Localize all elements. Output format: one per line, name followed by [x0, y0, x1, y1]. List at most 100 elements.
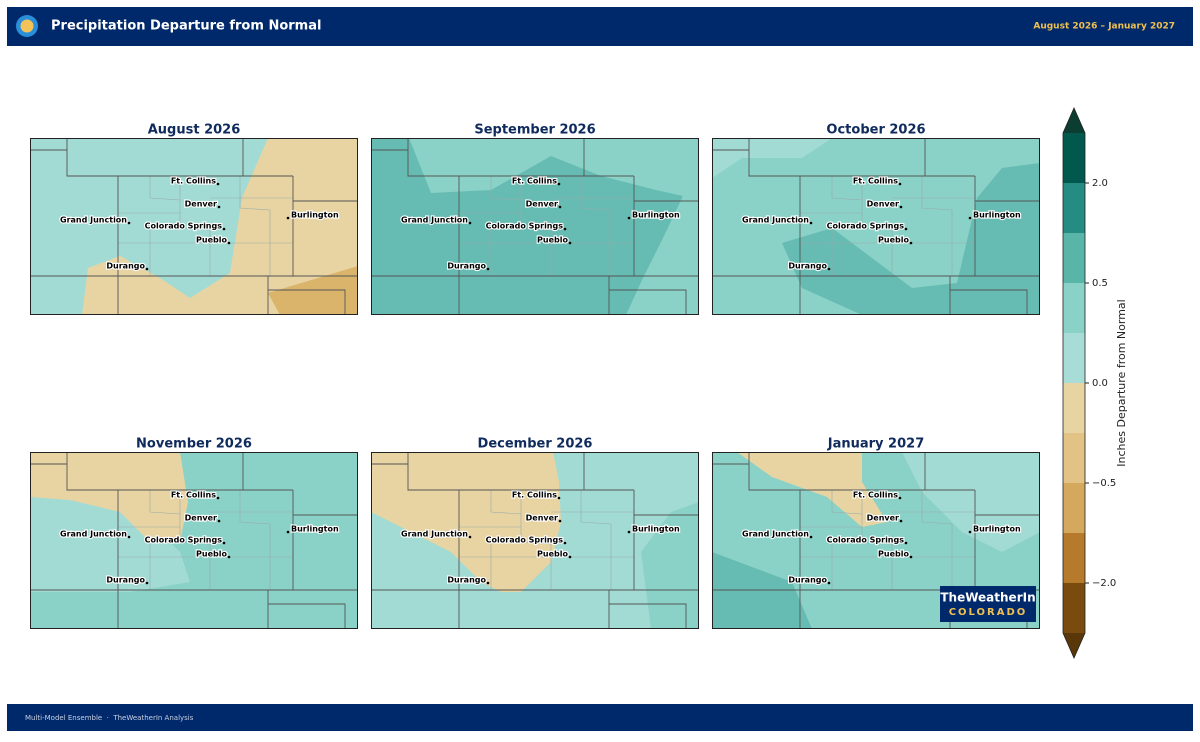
state-border [609, 603, 687, 629]
state-border [748, 452, 975, 491]
city-dot [227, 555, 231, 559]
map-panel: Ft. Collins Denver Grand Junction Colorado … [30, 452, 358, 629]
state-border [66, 138, 293, 177]
colorbar-label: Inches Departure from Normal [1115, 299, 1128, 466]
city-label: Grand Junction [60, 216, 127, 225]
colorbar-tick-label: 2.0 [1092, 178, 1108, 189]
city-dot [563, 227, 567, 231]
city-label: Grand Junction [60, 530, 127, 539]
city-dot [827, 581, 831, 585]
date-range: August 2026 – January 2027 [1033, 22, 1175, 32]
city-dot [127, 221, 131, 225]
city-label: Burlington [973, 525, 1021, 534]
city-dot [899, 519, 903, 523]
city-dot [827, 267, 831, 271]
city-label: Denver [867, 514, 899, 523]
city-label: Pueblo [878, 550, 909, 559]
city-dot [568, 241, 572, 245]
field-region [371, 138, 683, 315]
panel-frame [712, 138, 1040, 315]
city-dot [899, 205, 903, 209]
map-panel: Ft. Collins Denver Grand Junction Colorado … [371, 138, 699, 315]
city-dot [286, 216, 290, 220]
city-dot [968, 216, 972, 220]
panel-title: November 2026 [136, 437, 252, 452]
panel-title: September 2026 [474, 123, 595, 138]
city-label: Grand Junction [742, 216, 809, 225]
city-label: Denver [185, 514, 217, 523]
city-label: Burlington [291, 525, 339, 534]
field-region [712, 138, 832, 178]
city-label: Pueblo [196, 236, 227, 245]
city-dot [145, 267, 149, 271]
field-region [82, 138, 358, 315]
panel-title: August 2026 [148, 123, 241, 138]
colorbar-tick-label: −0.5 [1092, 478, 1116, 489]
city-label: Denver [526, 514, 558, 523]
city-dot [909, 555, 913, 559]
city-label: Ft. Collins [171, 177, 216, 186]
state-border [609, 289, 687, 315]
city-dot [286, 530, 290, 534]
map-panel: Ft. Collins Denver Grand Junction Colorado … [30, 138, 358, 315]
city-dot [809, 221, 813, 225]
city-dot [904, 227, 908, 231]
logo-sun [20, 19, 34, 33]
city-label: Colorado Springs [145, 536, 223, 545]
field-region [902, 452, 1040, 552]
footer-bar [7, 704, 1193, 731]
panel-title: December 2026 [478, 437, 593, 452]
city-label: Grand Junction [401, 216, 468, 225]
city-dot [809, 535, 813, 539]
city-label: Ft. Collins [853, 491, 898, 500]
city-label: Colorado Springs [486, 536, 564, 545]
city-dot [557, 496, 561, 500]
city-label: Grand Junction [401, 530, 468, 539]
colorbar-segment [1063, 333, 1085, 383]
field-region [712, 552, 812, 629]
colorbar-segment [1063, 283, 1085, 333]
city-label: Burlington [291, 211, 339, 220]
city-label: Durango [106, 576, 145, 585]
county-line [831, 490, 893, 590]
map-panel: Ft. Collins Denver Grand Junction Colorado … [712, 138, 1040, 315]
city-label: Colorado Springs [145, 222, 223, 231]
city-dot [558, 519, 562, 523]
county-line [490, 176, 552, 276]
colorbar-segment [1063, 233, 1085, 283]
colorbar-segment [1063, 583, 1085, 633]
city-dot [904, 541, 908, 545]
city-dot [227, 241, 231, 245]
county-line [149, 176, 211, 276]
colorbar-segment [1063, 183, 1085, 233]
city-label: Durango [447, 262, 486, 271]
city-dot [968, 530, 972, 534]
header-title: Precipitation Departure from Normal [51, 19, 321, 34]
state-border [748, 138, 975, 177]
state-border [66, 452, 293, 491]
city-label: Ft. Collins [512, 491, 557, 500]
city-dot [127, 535, 131, 539]
colorbar-segment [1063, 133, 1085, 183]
map-panel: Ft. Collins Denver Grand Junction Colorado … [371, 452, 699, 629]
city-label: Ft. Collins [171, 491, 216, 500]
city-label: Pueblo [537, 550, 568, 559]
city-label: Burlington [973, 211, 1021, 220]
city-label: Durango [447, 576, 486, 585]
city-dot [486, 581, 490, 585]
city-label: Burlington [632, 211, 680, 220]
city-label: Ft. Collins [512, 177, 557, 186]
city-label: Pueblo [196, 550, 227, 559]
city-dot [558, 205, 562, 209]
panel-title: October 2026 [826, 123, 925, 138]
panel-frame [30, 452, 358, 629]
city-label: Durango [106, 262, 145, 271]
city-dot [627, 530, 631, 534]
footer-text: Multi-Model Ensemble · TheWeatherIn Anal… [25, 714, 194, 722]
field-region [737, 452, 887, 527]
state-border [268, 603, 346, 629]
city-dot [898, 182, 902, 186]
city-label: Denver [526, 200, 558, 209]
city-label: Colorado Springs [486, 222, 564, 231]
